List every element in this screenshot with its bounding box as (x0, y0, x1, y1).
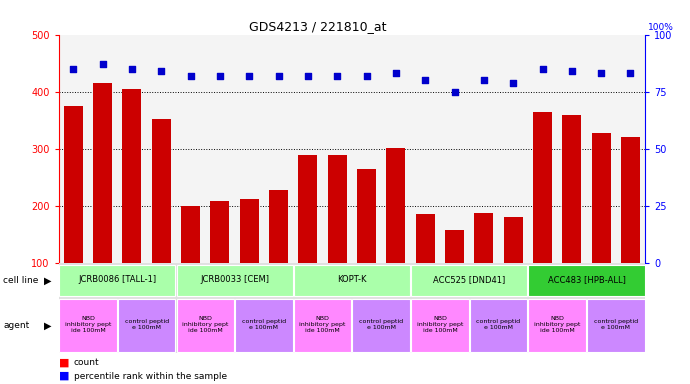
Bar (386, 148, 406, 320)
Bar (93, 83, 112, 320)
Bar (269, 190, 288, 320)
Bar (533, 112, 552, 320)
Point (185, 73, 196, 79)
Point (244, 73, 255, 79)
Point (566, 68, 578, 74)
Bar (210, 201, 230, 320)
Text: control peptid
e 100mM: control peptid e 100mM (242, 319, 286, 330)
Text: control peptid
e 100mM: control peptid e 100mM (125, 319, 168, 330)
Text: ▶: ▶ (43, 320, 51, 331)
Point (156, 68, 167, 74)
Bar (328, 154, 347, 320)
Bar (445, 230, 464, 320)
Bar (470, 299, 527, 352)
Point (420, 77, 431, 83)
Text: 100%: 100% (648, 23, 674, 32)
Bar (152, 119, 171, 320)
Bar (587, 299, 644, 352)
Text: NBD
inhibitory pept
ide 100mM: NBD inhibitory pept ide 100mM (534, 316, 580, 333)
Text: percentile rank within the sample: percentile rank within the sample (74, 372, 227, 381)
Bar (59, 265, 175, 296)
Bar (353, 299, 410, 352)
Bar (63, 106, 83, 320)
Bar (294, 265, 410, 296)
Text: NBD
inhibitory pept
ide 100mM: NBD inhibitory pept ide 100mM (417, 316, 463, 333)
Bar (562, 114, 582, 320)
Bar (181, 206, 200, 320)
Bar (474, 213, 493, 320)
Bar (591, 133, 611, 320)
Point (595, 70, 607, 76)
Text: JCRB0033 [CEM]: JCRB0033 [CEM] (200, 275, 269, 284)
Bar (529, 299, 586, 352)
Text: count: count (74, 358, 99, 367)
Point (332, 73, 343, 79)
Bar (122, 89, 141, 320)
Text: GDS4213 / 221810_at: GDS4213 / 221810_at (248, 20, 386, 33)
Bar (59, 299, 117, 352)
Bar (118, 299, 175, 352)
Point (215, 73, 226, 79)
Text: control peptid
e 100mM: control peptid e 100mM (477, 319, 520, 330)
Text: control peptid
e 100mM: control peptid e 100mM (359, 319, 403, 330)
Text: JCRB0086 [TALL-1]: JCRB0086 [TALL-1] (78, 275, 157, 284)
Bar (239, 199, 259, 320)
Bar (177, 299, 234, 352)
Text: NBD
inhibitory pept
ide 100mM: NBD inhibitory pept ide 100mM (65, 316, 111, 333)
Text: ■: ■ (59, 371, 69, 381)
Point (126, 66, 137, 72)
Bar (357, 169, 376, 320)
Text: ▶: ▶ (43, 275, 51, 285)
Point (391, 70, 402, 76)
Bar (621, 137, 640, 320)
Bar (411, 265, 527, 296)
Bar (411, 299, 469, 352)
Point (97, 61, 108, 67)
Text: NBD
inhibitory pept
ide 100mM: NBD inhibitory pept ide 100mM (299, 316, 346, 333)
Text: agent: agent (3, 321, 30, 330)
Text: cell line: cell line (3, 276, 39, 285)
Point (508, 79, 519, 86)
Point (68, 66, 79, 72)
Text: KOPT-K: KOPT-K (337, 275, 366, 284)
Point (537, 66, 548, 72)
Point (478, 77, 489, 83)
Bar (504, 217, 523, 320)
Bar (415, 215, 435, 320)
Point (625, 70, 636, 76)
Text: ACC525 [DND41]: ACC525 [DND41] (433, 275, 505, 284)
Text: NBD
inhibitory pept
ide 100mM: NBD inhibitory pept ide 100mM (182, 316, 228, 333)
Text: ACC483 [HPB-ALL]: ACC483 [HPB-ALL] (548, 275, 625, 284)
Text: control peptid
e 100mM: control peptid e 100mM (594, 319, 638, 330)
Bar (177, 265, 293, 296)
Point (273, 73, 284, 79)
Point (302, 73, 313, 79)
Bar (235, 299, 293, 352)
Point (449, 89, 460, 95)
Bar (298, 154, 317, 320)
Bar (294, 299, 351, 352)
Bar (529, 265, 644, 296)
Text: ■: ■ (59, 358, 69, 368)
Point (361, 73, 372, 79)
